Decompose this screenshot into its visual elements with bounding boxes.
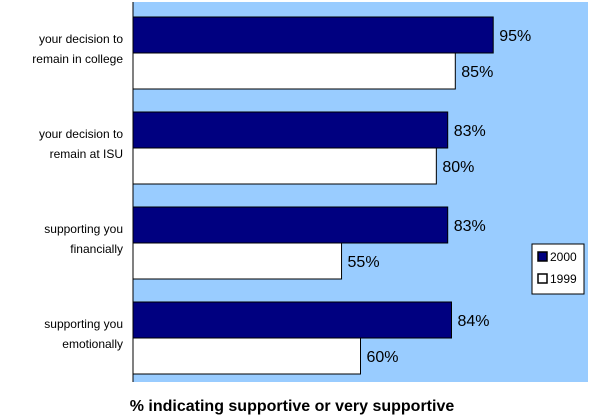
legend-label-1999: 1999 [550,272,577,286]
data-label-2000-cat4: 84% [458,313,490,330]
bar-2000-cat3 [132,206,449,244]
x-axis-title: % indicating supportive or very supporti… [130,398,455,415]
data-label-1999-cat1: 85% [461,64,493,81]
data-label-1999-cat4: 60% [367,349,399,366]
legend-swatch-1999 [537,273,548,284]
category-label-3-line-2: financially [70,242,123,256]
data-label-1999-cat2: 80% [442,159,474,176]
bar-1999-cat4 [132,337,361,375]
category-label-2-line-1: your decision to [39,127,123,141]
category-label-1-line-2: remain in college [32,52,123,66]
category-label-4-line-1: supporting you [44,317,123,331]
category-label-1-line-1: your decision to [39,32,123,46]
category-label-3-line-1: supporting you [44,222,123,236]
bar-2000-cat1 [132,16,494,54]
category-label-2-line-2: remain at ISU [50,147,123,161]
bar-2000-cat2 [132,111,449,149]
legend-swatch-2000 [537,251,548,262]
bar-1999-cat3 [132,242,343,280]
bar-1999-cat2 [132,147,437,185]
data-label-2000-cat3: 83% [454,218,486,235]
data-label-1999-cat3: 55% [348,254,380,271]
category-label-4-line-2: emotionally [62,337,123,351]
legend-label-2000: 2000 [550,250,577,264]
data-label-2000-cat2: 83% [454,123,486,140]
data-label-2000-cat1: 95% [499,28,531,45]
bar-1999-cat1 [132,52,456,90]
legend: 2000 1999 [531,243,585,295]
bar-2000-cat4 [132,301,452,339]
